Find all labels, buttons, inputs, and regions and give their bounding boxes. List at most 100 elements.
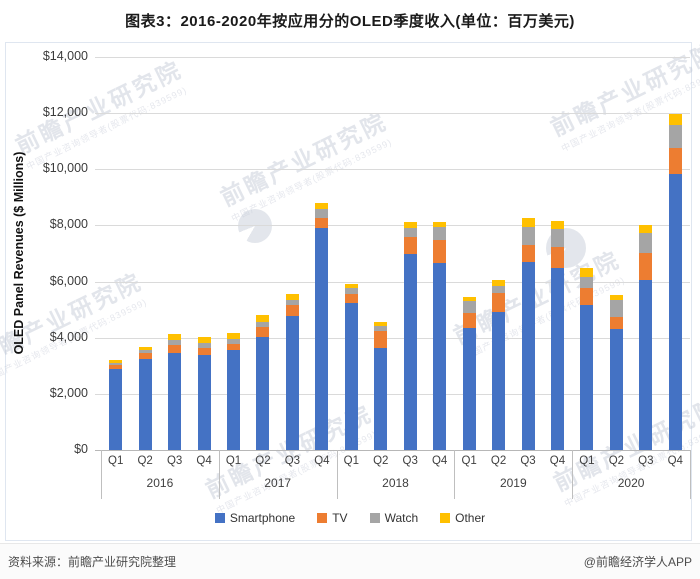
y-tick-label: $2,000 — [49, 385, 88, 400]
bar-segment-tv — [433, 240, 447, 263]
x-tick-quarter: Q3 — [402, 455, 418, 467]
bar-segment-watch — [197, 342, 211, 348]
bar-segment-other — [403, 221, 417, 229]
bar-segment-other — [433, 221, 447, 227]
x-tick-quarter: Q1 — [108, 455, 124, 467]
axis-group-separator — [336, 450, 338, 499]
bar-segment-tv — [462, 313, 476, 328]
bar-segment-other — [668, 114, 682, 126]
bar-segment-tv — [550, 246, 564, 269]
grid-line — [95, 393, 690, 395]
y-tick-label: $10,000 — [42, 161, 88, 176]
bar-segment-other — [521, 217, 535, 227]
bar-segment-smartphone — [256, 336, 270, 450]
x-tick-year: 2018 — [382, 476, 409, 490]
bar-segment-other — [285, 294, 299, 301]
legend-label: TV — [332, 511, 348, 525]
legend: Smartphone TV Watch Other — [0, 507, 700, 529]
x-tick-quarter: Q3 — [638, 455, 654, 467]
bar-segment-tv — [197, 347, 211, 356]
x-tick-quarter: Q4 — [549, 455, 566, 467]
x-tick-year: 2017 — [264, 476, 292, 490]
bar-segment-smartphone — [433, 262, 447, 450]
bar-segment-watch — [168, 339, 182, 345]
bar-segment-watch — [138, 350, 152, 354]
bar-segment-watch — [462, 300, 476, 314]
axis-group-separator — [101, 450, 102, 499]
bar-segment-other — [374, 321, 388, 326]
bar-segment-watch — [285, 300, 299, 306]
bar-segment-smartphone — [492, 311, 506, 450]
bar-segment-other — [315, 202, 329, 210]
bar-segment-watch — [433, 226, 447, 241]
bar-segment-other — [580, 268, 594, 277]
x-tick-year: 2020 — [617, 476, 645, 490]
grid-line — [95, 225, 690, 227]
bar-segment-watch — [639, 233, 653, 254]
bar-segment-other — [256, 314, 270, 322]
axis-group-separator — [218, 450, 220, 499]
legend-label: Other — [455, 511, 486, 525]
bar-segment-other — [227, 332, 241, 340]
bar-segment-watch — [580, 276, 594, 289]
bar-segment-watch — [550, 229, 564, 247]
bar-segment-tv — [168, 345, 182, 353]
legend-swatch-icon — [440, 513, 451, 523]
bar-segment-smartphone — [550, 268, 564, 450]
x-tick-quarter: Q2 — [137, 455, 153, 467]
bar-segment-tv — [580, 288, 594, 305]
x-tick-quarter: Q2 — [255, 455, 271, 467]
x-tick-quarter: Q3 — [284, 455, 301, 467]
x-tick-quarter: Q2 — [608, 455, 625, 467]
bar-segment-smartphone — [285, 316, 299, 450]
axis-group-separator — [572, 450, 574, 499]
bar-segment-watch — [521, 226, 535, 245]
bar-segment-other — [168, 334, 182, 340]
bar-segment-watch — [668, 125, 682, 148]
page-title: 图表3：2016-2020年按应用分的OLED季度收入(单位：百万美元) — [125, 13, 575, 30]
axis-group-separator — [454, 450, 456, 499]
axis-group-separator — [690, 450, 691, 499]
x-tick-quarter: Q1 — [461, 455, 477, 467]
grid-line — [95, 337, 690, 339]
x-tick-quarter: Q1 — [225, 455, 242, 467]
bar-segment-tv — [285, 305, 299, 317]
bar-segment-smartphone — [462, 327, 476, 450]
legend-swatch-icon — [317, 513, 328, 523]
bar-segment-tv — [374, 330, 388, 349]
legend-label: Smartphone — [229, 511, 296, 525]
legend-item-tv: TV — [317, 511, 348, 525]
bar-segment-tv — [521, 244, 535, 262]
footer-source-text: 资料来源：前瞻产业研究院整理 — [8, 555, 177, 569]
bar-segment-smartphone — [315, 228, 329, 450]
grid-line — [95, 113, 690, 115]
bar-segment-watch — [344, 288, 358, 295]
bar-segment-other — [344, 284, 358, 289]
bar-segment-smartphone — [521, 261, 535, 450]
bar-segment-tv — [492, 292, 506, 312]
bar-segment-smartphone — [639, 280, 653, 450]
x-tick-quarter: Q1 — [579, 455, 595, 467]
bar-segment-smartphone — [344, 303, 358, 450]
bar-segment-smartphone — [403, 254, 417, 450]
bar-segment-other — [197, 336, 211, 343]
bar-segment-smartphone — [609, 329, 623, 450]
bar-segment-tv — [256, 326, 270, 337]
legend-label: Watch — [384, 511, 419, 525]
footer-bar: 资料来源：前瞻产业研究院整理 @前瞻经济学人APP — [0, 543, 700, 579]
legend-swatch-icon — [214, 513, 225, 523]
x-tick-quarter: Q4 — [196, 455, 212, 467]
bar-segment-other — [462, 297, 476, 301]
x-tick-quarter: Q3 — [520, 455, 536, 467]
bar-segment-tv — [639, 253, 653, 281]
bar-segment-other — [639, 225, 653, 234]
bar-segment-watch — [609, 299, 623, 317]
legend-item-watch: Watch — [369, 511, 419, 525]
bar-segment-watch — [109, 362, 123, 366]
x-tick-quarter: Q3 — [166, 455, 183, 467]
bar-segment-tv — [609, 316, 623, 329]
bar-segment-tv — [109, 365, 123, 370]
legend-item-other: Other — [440, 511, 485, 525]
bar-segment-smartphone — [109, 369, 123, 450]
